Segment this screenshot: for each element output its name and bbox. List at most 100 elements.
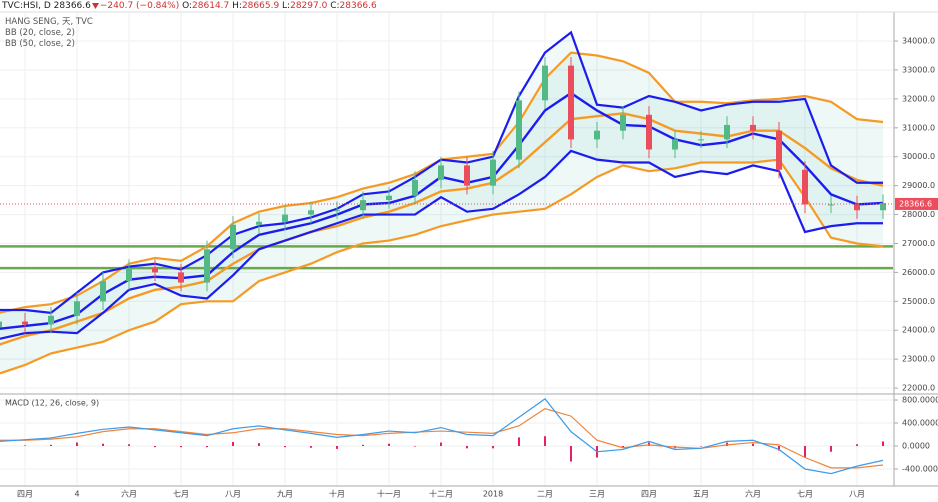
x-tick-label: 六月 — [121, 489, 137, 499]
y-tick-label: 400.0000 — [902, 419, 938, 428]
histogram-bar — [492, 446, 494, 449]
candle-body — [880, 203, 886, 211]
histogram-bar — [284, 446, 286, 448]
candle-body — [74, 301, 80, 316]
candle-body — [126, 268, 132, 282]
y-tick-label: 30000.0 — [902, 152, 935, 161]
x-tick-label: 七月 — [173, 490, 189, 499]
x-tick-label: 十一月 — [377, 489, 401, 499]
histogram-bar — [258, 443, 260, 447]
histogram-bar — [206, 446, 208, 448]
candle-body — [646, 114, 652, 150]
y-tick-label: 31000.0 — [902, 123, 935, 132]
y-tick-label: 32000.0 — [902, 94, 935, 103]
candle-body — [750, 124, 756, 131]
x-tick-label: 六月 — [745, 489, 761, 499]
histogram-bar — [856, 444, 858, 447]
histogram-bar — [804, 446, 806, 458]
band-lower — [0, 158, 884, 375]
candle-body — [204, 249, 210, 283]
candle-body — [854, 204, 860, 211]
candle-body — [776, 130, 782, 170]
histogram-bar — [778, 446, 780, 451]
symbol: TVC:HSI, D — [2, 1, 51, 11]
histogram-bar — [830, 446, 832, 452]
histogram-bar — [388, 443, 390, 447]
y-tick-label: 25000.0 — [902, 297, 935, 306]
close-label: C: — [330, 1, 340, 11]
candle-body — [48, 315, 54, 325]
axes: 22000.0 23000.0 24000.0 25000.0 26000.0 27000… — [17, 37, 938, 499]
histogram-bar — [154, 446, 156, 448]
histogram-bar — [102, 443, 104, 447]
candle-body — [256, 221, 262, 225]
x-tick-label: 2018 — [483, 490, 503, 499]
y-tick-label: 34000.0 — [902, 37, 935, 46]
y-tick-label: 23000.0 — [902, 355, 935, 364]
candle-body — [698, 139, 704, 141]
candle-body — [360, 200, 366, 211]
candle-body — [542, 65, 548, 101]
band-basis — [0, 112, 884, 346]
histogram-bar — [336, 446, 338, 449]
y-tick-label: 27000.0 — [902, 239, 935, 248]
candle-body — [594, 130, 600, 140]
macd-title: MACD (12, 26, close, 9) — [5, 399, 99, 408]
histogram-bar — [310, 446, 312, 448]
histogram-bar — [50, 444, 52, 447]
macd-line — [0, 398, 884, 475]
candle-body — [178, 272, 184, 283]
high: 28665.9 — [241, 1, 280, 11]
candle-body — [724, 124, 730, 140]
candle-body — [152, 268, 158, 273]
x-tick-label: 八月 — [849, 490, 865, 499]
y-tick-label: 29000.0 — [902, 181, 935, 190]
histogram-bar — [700, 446, 702, 447]
histogram-bar — [752, 443, 754, 447]
header: TVC:HSI, D 28366.6 −240.7 (−0.84%) O:2861… — [2, 0, 377, 12]
candle-body — [22, 321, 28, 325]
legend-entry: HANG SENG, 天, TVC — [5, 17, 93, 27]
candle-body — [802, 169, 808, 205]
high-label: H: — [232, 1, 242, 11]
histogram-bar — [570, 446, 572, 462]
candle-body — [0, 321, 2, 328]
candle-body — [100, 281, 106, 302]
low-label: L: — [282, 1, 291, 11]
histogram-bar — [362, 444, 364, 447]
candle-body — [516, 100, 522, 160]
histogram-bar — [24, 445, 26, 447]
histogram-bar — [882, 441, 884, 447]
x-tick-label: 十月 — [329, 489, 345, 499]
last: 28366.6 — [53, 1, 91, 11]
low: 28297.0 — [290, 1, 328, 11]
legend-entry: BB (20, close, 2) — [5, 28, 75, 38]
x-tick-label: 三月 — [589, 490, 605, 499]
candle-body — [464, 165, 470, 186]
histogram-bar — [232, 441, 234, 447]
y-tick-label: -400.0000 — [902, 465, 938, 474]
histogram-bar — [518, 437, 520, 447]
change: −240.7 — [99, 1, 134, 11]
histogram-bar — [76, 442, 78, 447]
candle-body — [334, 210, 340, 212]
x-tick-label: 十二月 — [429, 489, 453, 499]
x-tick-label: 4 — [74, 490, 79, 499]
candle-body — [282, 214, 288, 222]
x-tick-label: 七月 — [797, 490, 813, 499]
candle-body — [308, 210, 314, 215]
macd-pane — [0, 395, 893, 485]
histogram-bar — [466, 446, 468, 449]
candle-body — [412, 179, 418, 196]
y-tick-label: 22000.0 — [902, 384, 935, 393]
band-lower — [0, 149, 883, 340]
candle-body — [828, 204, 834, 206]
candle-body — [620, 114, 626, 131]
down-arrow — [91, 2, 99, 9]
y-tick-label: 33000.0 — [902, 65, 935, 74]
legend: HANG SENG, 天, TVC BB (20, close, 2) BB (… — [5, 17, 93, 50]
candle-body — [568, 65, 574, 140]
